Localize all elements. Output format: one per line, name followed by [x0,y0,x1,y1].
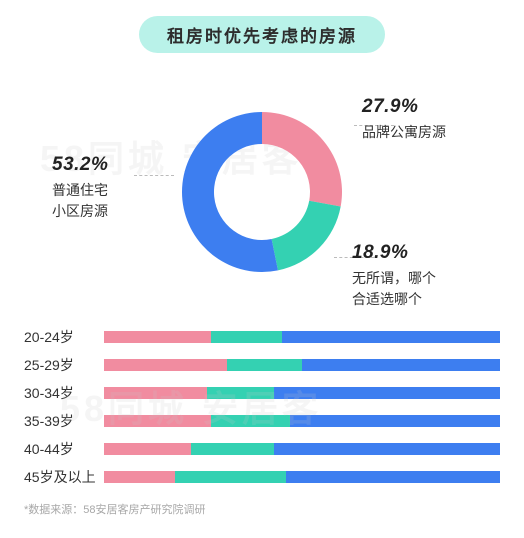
pct-brand: 27.9% [362,93,446,122]
bar-seg [286,471,500,483]
callout-any: 18.9% 无所谓，哪个 合适选哪个 [352,239,436,310]
donut-svg [172,102,352,282]
bar-track [104,359,500,371]
bar-seg [175,471,286,483]
page-title: 租房时优先考虑的房源 [139,16,385,53]
callout-normal: 53.2% 普通住宅 小区房源 [52,151,108,222]
bar-seg [282,331,500,343]
bar-seg [274,387,500,399]
bar-seg [290,415,500,427]
source-text: *数据来源：58安居客房产研究院调研 [24,501,500,517]
leader-line [134,175,174,176]
bar-seg [104,415,211,427]
stacked-bars: 20-24岁 25-29岁 30-34岁 35-39岁 40-44岁 45岁及以上 [24,327,500,487]
bar-label: 30-34岁 [24,383,104,403]
bar-label: 20-24岁 [24,327,104,347]
bar-seg [211,415,290,427]
label-normal-l2: 小区房源 [52,201,108,222]
bar-label: 25-29岁 [24,355,104,375]
bar-label: 40-44岁 [24,439,104,459]
bar-seg [191,443,274,455]
bar-seg [207,387,274,399]
bar-seg [274,443,500,455]
bar-track [104,471,500,483]
pct-normal: 53.2% [52,151,108,180]
bar-seg [211,331,282,343]
callout-brand: 27.9% 品牌公寓房源 [362,93,446,143]
bar-row: 25-29岁 [24,355,500,375]
bar-label: 35-39岁 [24,411,104,431]
label-brand: 品牌公寓房源 [362,122,446,143]
donut-slice [262,112,342,206]
bar-row: 20-24岁 [24,327,500,347]
bar-track [104,331,500,343]
bar-seg [104,331,211,343]
bar-track [104,443,500,455]
bar-row: 45岁及以上 [24,467,500,487]
bar-seg [227,359,302,371]
donut-chart: 27.9% 品牌公寓房源 18.9% 无所谓，哪个 合适选哪个 53.2% 普通… [24,67,500,317]
title-wrap: 租房时优先考虑的房源 [24,16,500,53]
bar-track [104,387,500,399]
label-any-l1: 无所谓，哪个 [352,268,436,289]
bar-row: 30-34岁 [24,383,500,403]
bar-seg [104,443,191,455]
bar-track [104,415,500,427]
bar-row: 35-39岁 [24,411,500,431]
label-any-l2: 合适选哪个 [352,289,436,310]
bar-seg [104,359,227,371]
label-normal-l1: 普通住宅 [52,180,108,201]
bar-row: 40-44岁 [24,439,500,459]
bar-seg [302,359,500,371]
bar-label: 45岁及以上 [24,467,104,487]
bar-seg [104,471,175,483]
pct-any: 18.9% [352,239,436,268]
bar-seg [104,387,207,399]
donut-slice [272,201,341,271]
